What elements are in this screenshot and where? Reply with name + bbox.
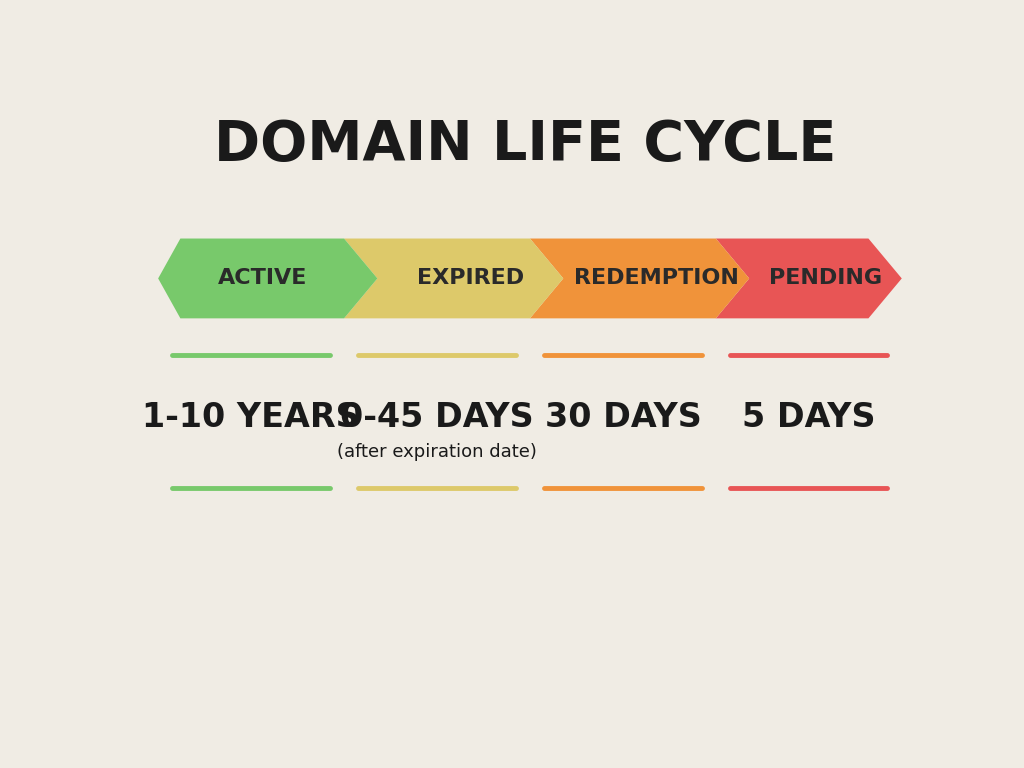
Polygon shape (158, 239, 378, 319)
Text: 5 DAYS: 5 DAYS (742, 401, 876, 434)
Text: PENDING: PENDING (769, 269, 882, 289)
Text: DOMAIN LIFE CYCLE: DOMAIN LIFE CYCLE (214, 118, 836, 172)
Text: (after expiration date): (after expiration date) (337, 442, 537, 461)
Text: 30 DAYS: 30 DAYS (545, 401, 701, 434)
Text: REDEMPTION: REDEMPTION (573, 269, 738, 289)
Text: 1-10 YEARS: 1-10 YEARS (142, 401, 359, 434)
Text: EXPIRED: EXPIRED (417, 269, 524, 289)
Text: ACTIVE: ACTIVE (217, 269, 307, 289)
Polygon shape (716, 239, 902, 319)
Polygon shape (344, 239, 563, 319)
Text: 0-45 DAYS: 0-45 DAYS (340, 401, 534, 434)
Polygon shape (530, 239, 750, 319)
